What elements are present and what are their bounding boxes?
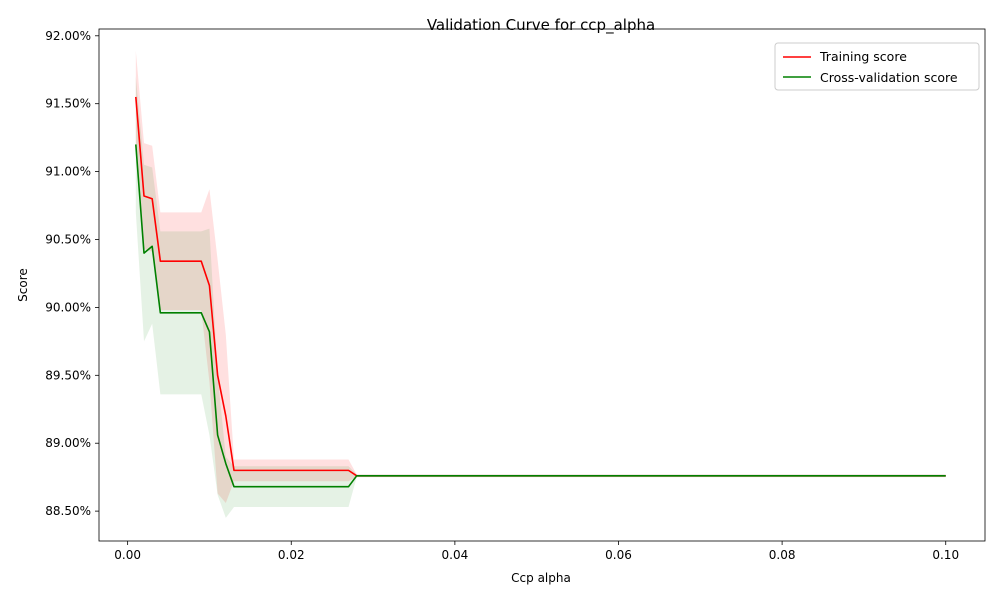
legend: Training score Cross-validation score (774, 42, 980, 91)
y-tick-label: 90.00% (45, 300, 91, 314)
y-tick-label: 91.00% (45, 165, 91, 179)
line-cross-validation (135, 144, 946, 488)
legend-box (774, 42, 980, 91)
band-training (135, 50, 946, 503)
legend-label-cross-validation: Cross-validation score (820, 70, 958, 85)
plot-frame (98, 28, 986, 542)
y-tick-label: 89.00% (45, 436, 91, 450)
y-axis: 88.50% 89.00% 89.50% 90.00% 90.50% 91.00% 91.5… (45, 29, 99, 518)
y-tick-label: 91.50% (45, 97, 91, 111)
chart-title: Validation Curve for ccp_alpha (427, 16, 655, 35)
x-axis: 0.00 0.02 0.04 0.06 0.08 0.10 (114, 541, 959, 562)
plot-area (135, 50, 946, 518)
x-tick-label: 0.00 (114, 548, 141, 562)
y-tick-label: 88.50% (45, 504, 91, 518)
band-cross-validation (135, 76, 946, 518)
y-tick-label: 92.00% (45, 29, 91, 43)
line-training (135, 96, 946, 477)
x-tick-label: 0.10 (932, 548, 959, 562)
y-tick-label: 90.50% (45, 233, 91, 247)
legend-label-training: Training score (819, 49, 907, 64)
x-tick-label: 0.08 (769, 548, 796, 562)
x-tick-label: 0.02 (278, 548, 305, 562)
x-tick-label: 0.04 (442, 548, 469, 562)
y-tick-label: 89.50% (45, 368, 91, 382)
y-axis-label: Score (16, 268, 30, 302)
x-tick-label: 0.06 (605, 548, 632, 562)
x-axis-label: Ccp alpha (511, 571, 571, 585)
